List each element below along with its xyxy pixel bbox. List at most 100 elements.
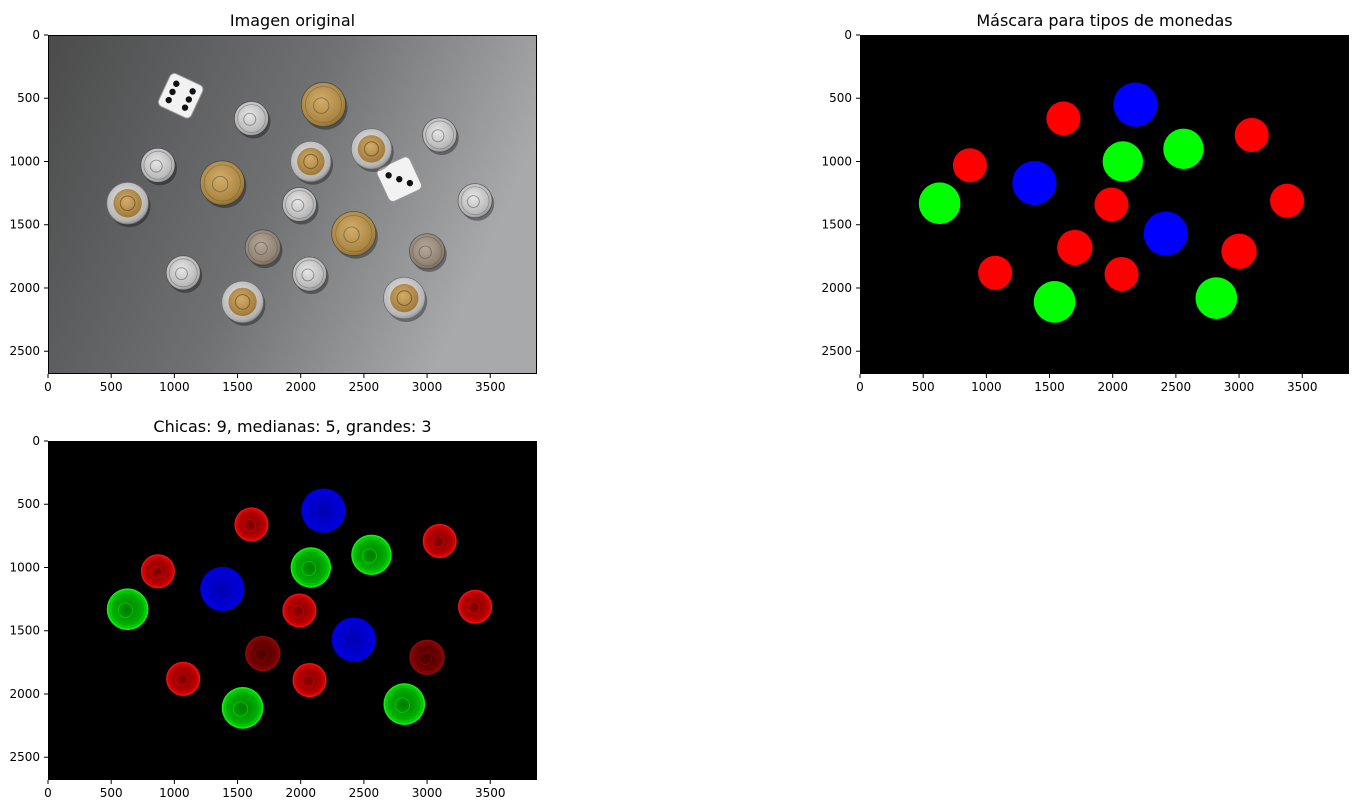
- image-content-mask: [860, 35, 1349, 374]
- coin-overlay-small: [234, 507, 269, 542]
- coin-overlay-medium: [106, 588, 149, 631]
- axes-frame: [48, 35, 537, 374]
- die: [157, 72, 204, 119]
- coin: [300, 82, 348, 130]
- y-tick-label: 2000: [9, 687, 40, 701]
- y-tick-label: 0: [844, 28, 852, 42]
- coin: [408, 233, 447, 272]
- x-tick-label: 1000: [159, 786, 190, 800]
- x-tick-label: 2000: [1097, 380, 1128, 394]
- coin-mask-small: [1270, 183, 1305, 218]
- y-tick-label: 1000: [9, 560, 40, 574]
- y-tick-label: 2000: [9, 281, 40, 295]
- y-tick-label: 0: [32, 28, 40, 42]
- die-pip: [385, 172, 392, 179]
- panel-overlay: Chicas: 9, medianas: 5, grandes: 3 0 500 10…: [9, 417, 537, 800]
- coin-mask-medium: [1033, 281, 1076, 323]
- coin-mask-large: [1012, 160, 1057, 206]
- coin: [106, 181, 151, 228]
- x-tick-label: 0: [856, 380, 864, 394]
- y-tick-label: 1500: [9, 624, 40, 638]
- y-tick-label: 2500: [821, 344, 852, 358]
- coin-overlay-small: [282, 593, 317, 628]
- die-pip: [185, 96, 193, 103]
- y-tick-label: 2500: [9, 344, 40, 358]
- coin-mask-small: [1094, 187, 1129, 222]
- coin-overlay-small: [458, 589, 493, 624]
- y-tick-label: 1500: [9, 218, 40, 232]
- coin: [140, 147, 177, 186]
- coin: [221, 280, 266, 326]
- x-tick-label: 500: [100, 786, 123, 800]
- x-tick-label: 500: [100, 380, 123, 394]
- image-content-overlay: [48, 441, 537, 780]
- y-tick-label: 1000: [821, 154, 852, 168]
- y-tick-label: 500: [829, 91, 852, 105]
- die: [376, 156, 423, 202]
- image-content-original: [48, 35, 537, 374]
- x-tick-label: 2000: [285, 380, 316, 394]
- die-pip: [169, 88, 176, 96]
- coin-mask-medium: [918, 182, 961, 225]
- coin-overlay-medium: [383, 683, 426, 725]
- x-tick-label: 2500: [1161, 380, 1192, 394]
- die-pip: [165, 96, 172, 104]
- coin-overlay-small: [166, 661, 201, 696]
- coin-mask-large: [1113, 82, 1158, 127]
- coin: [281, 187, 319, 225]
- y-tick-label: 1500: [821, 218, 852, 232]
- x-tick-label: 1500: [222, 380, 253, 394]
- y-tick-label: 2500: [9, 750, 40, 764]
- coin-mask-small: [1046, 101, 1081, 136]
- coin-mask-small: [978, 255, 1013, 290]
- panel-title: Chicas: 9, medianas: 5, grandes: 3: [153, 417, 431, 436]
- coin-overlay-large: [301, 488, 346, 533]
- coin-mask-small: [1104, 257, 1139, 292]
- x-tick-label: 2500: [349, 786, 380, 800]
- coin-mask-small: [1221, 233, 1257, 269]
- x-tick-label: 3500: [475, 380, 506, 394]
- y-tick-label: 0: [32, 434, 40, 448]
- coin-overlay-medium: [351, 534, 392, 576]
- coin: [233, 101, 271, 139]
- coin-mask-medium: [1163, 128, 1204, 170]
- x-tick-label: 3000: [412, 786, 443, 800]
- coin-overlay-medium: [290, 547, 332, 588]
- y-tick-label: 2000: [821, 281, 852, 295]
- coin: [290, 140, 334, 185]
- coin: [244, 229, 283, 269]
- coin-mask-small: [1057, 229, 1093, 266]
- x-tick-label: 500: [912, 380, 935, 394]
- x-tick-label: 2000: [285, 786, 316, 800]
- coin: [199, 160, 247, 209]
- x-tick-label: 0: [44, 786, 52, 800]
- axes-frame: [860, 35, 1349, 374]
- coin-mask-medium: [1195, 277, 1238, 319]
- y-tick-label: 500: [17, 497, 40, 511]
- die-pip: [406, 179, 414, 187]
- x-tick-label: 1000: [159, 380, 190, 394]
- die-pip: [396, 176, 403, 183]
- coin: [383, 276, 428, 322]
- coin: [331, 211, 378, 259]
- y-tick-label: 1000: [9, 154, 40, 168]
- panel-title: Imagen original: [230, 11, 355, 30]
- panel-original: Imagen original 0 500 1000 1500 2000 2500 3000 3…: [9, 11, 537, 394]
- coin-overlay-small: [292, 663, 327, 698]
- die-pip: [181, 104, 189, 111]
- coin-mask-small: [1234, 117, 1269, 152]
- die-pip: [173, 80, 180, 87]
- coin: [165, 255, 203, 293]
- die-pip: [189, 88, 196, 95]
- coin-overlay-large: [331, 617, 376, 662]
- x-tick-label: 2500: [349, 380, 380, 394]
- x-tick-label: 3000: [1224, 380, 1255, 394]
- x-tick-label: 0: [44, 380, 52, 394]
- coin-overlay-medium: [221, 687, 264, 729]
- coin-overlay-small: [422, 523, 457, 558]
- coin-overlay-large: [200, 566, 245, 612]
- coin-overlay-small: [409, 639, 445, 675]
- x-tick-label: 1000: [971, 380, 1002, 394]
- coin-overlay-small: [245, 635, 281, 672]
